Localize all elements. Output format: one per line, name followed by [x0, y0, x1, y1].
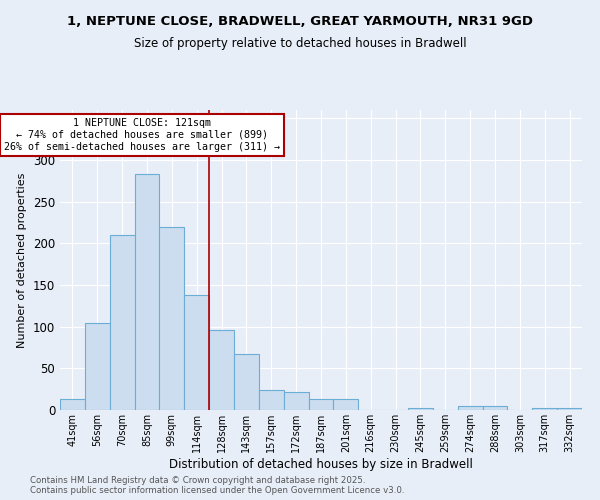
Bar: [160, 226, 184, 410]
Bar: [334, 399, 358, 410]
Bar: [259, 390, 284, 410]
Text: 1, NEPTUNE CLOSE, BRADWELL, GREAT YARMOUTH, NR31 9GD: 1, NEPTUNE CLOSE, BRADWELL, GREAT YARMOU…: [67, 15, 533, 28]
Bar: [60, 399, 85, 410]
Bar: [85, 322, 110, 410]
Text: 1 NEPTUNE CLOSE: 121sqm
← 74% of detached houses are smaller (899)
26% of semi-d: 1 NEPTUNE CLOSE: 121sqm ← 74% of detache…: [4, 118, 280, 152]
Bar: [532, 408, 557, 410]
Y-axis label: Number of detached properties: Number of detached properties: [17, 172, 28, 348]
Bar: [458, 406, 482, 410]
Bar: [408, 408, 433, 410]
Text: Size of property relative to detached houses in Bradwell: Size of property relative to detached ho…: [134, 38, 466, 51]
Bar: [482, 406, 508, 410]
X-axis label: Distribution of detached houses by size in Bradwell: Distribution of detached houses by size …: [169, 458, 473, 470]
Text: Contains HM Land Registry data © Crown copyright and database right 2025.
Contai: Contains HM Land Registry data © Crown c…: [30, 476, 404, 495]
Bar: [184, 295, 209, 410]
Bar: [557, 408, 582, 410]
Bar: [209, 330, 234, 410]
Bar: [234, 354, 259, 410]
Bar: [284, 392, 308, 410]
Bar: [110, 235, 134, 410]
Bar: [308, 399, 334, 410]
Bar: [134, 174, 160, 410]
